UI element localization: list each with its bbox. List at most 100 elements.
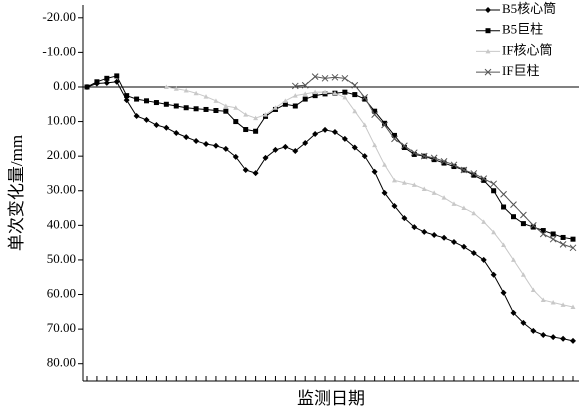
series-marker bbox=[312, 89, 318, 95]
series-marker bbox=[193, 137, 200, 144]
series-marker bbox=[362, 96, 368, 102]
series-marker bbox=[569, 244, 577, 252]
series-marker bbox=[223, 103, 229, 109]
series-marker bbox=[341, 135, 348, 142]
series-marker bbox=[401, 180, 407, 185]
series-marker bbox=[550, 334, 557, 341]
series-marker bbox=[84, 84, 90, 90]
series-marker bbox=[173, 129, 180, 136]
series-marker bbox=[331, 128, 338, 135]
series-marker bbox=[431, 190, 437, 195]
y-tick-label: 40.00 bbox=[47, 216, 76, 231]
series-marker bbox=[212, 142, 219, 149]
series-marker bbox=[341, 74, 349, 82]
series-marker bbox=[391, 202, 398, 209]
y-tick-label: 0.00 bbox=[53, 78, 76, 93]
series-marker bbox=[481, 219, 487, 224]
y-tick-label: 50.00 bbox=[47, 251, 76, 266]
y-tick-label: 30.00 bbox=[47, 182, 76, 197]
series-marker bbox=[123, 97, 130, 104]
legend-marker bbox=[485, 48, 491, 54]
series-marker bbox=[242, 166, 249, 173]
series-marker bbox=[540, 228, 546, 234]
series-marker bbox=[550, 299, 556, 305]
series-marker bbox=[500, 190, 507, 198]
series-marker bbox=[490, 180, 498, 188]
series-marker bbox=[540, 297, 546, 303]
series-marker bbox=[203, 106, 209, 112]
series-marker bbox=[539, 230, 547, 238]
series-marker bbox=[441, 195, 447, 200]
series-marker bbox=[213, 108, 219, 114]
series-marker bbox=[233, 119, 239, 125]
series-marker bbox=[134, 96, 140, 102]
series-marker bbox=[520, 319, 527, 326]
series-marker bbox=[322, 89, 328, 95]
legend-marker bbox=[484, 68, 492, 76]
series-marker bbox=[253, 128, 259, 134]
series-marker bbox=[381, 121, 388, 129]
series-line bbox=[166, 86, 574, 308]
legend-text: B5巨柱 bbox=[502, 22, 543, 37]
series-marker bbox=[243, 127, 249, 133]
series-marker bbox=[302, 140, 309, 147]
series-marker bbox=[163, 124, 170, 131]
series-marker bbox=[163, 84, 169, 89]
series-marker bbox=[382, 162, 388, 167]
series-marker bbox=[193, 90, 199, 96]
series-marker bbox=[431, 232, 438, 239]
series-marker bbox=[410, 149, 418, 157]
series-marker bbox=[401, 215, 408, 222]
y-axis-title: 单次变化量/mm bbox=[7, 135, 26, 251]
series-marker bbox=[411, 151, 417, 157]
series-marker bbox=[253, 115, 259, 121]
series-marker bbox=[430, 154, 438, 162]
series-marker bbox=[252, 170, 259, 177]
series-marker bbox=[302, 96, 308, 102]
series-marker bbox=[233, 105, 239, 110]
series-marker bbox=[342, 94, 348, 100]
series-marker bbox=[332, 90, 338, 96]
series-marker bbox=[144, 98, 150, 104]
series-marker bbox=[351, 144, 358, 151]
series-marker bbox=[272, 105, 278, 110]
series-marker bbox=[331, 73, 339, 81]
series-marker bbox=[213, 98, 219, 103]
series-marker bbox=[232, 153, 239, 160]
series-marker bbox=[312, 93, 318, 99]
series-marker bbox=[114, 73, 120, 79]
series-marker bbox=[173, 86, 179, 91]
series-marker bbox=[153, 122, 160, 129]
series-marker bbox=[312, 131, 319, 138]
series-marker bbox=[371, 111, 378, 119]
series-marker bbox=[451, 201, 457, 206]
series-marker bbox=[342, 89, 348, 95]
series-marker bbox=[311, 73, 319, 80]
series-marker bbox=[223, 108, 229, 114]
legend-text: B5核心筒 bbox=[502, 1, 556, 16]
series-marker bbox=[520, 211, 527, 219]
legend-marker bbox=[485, 28, 491, 34]
series-line bbox=[86, 81, 574, 342]
series-marker bbox=[441, 160, 447, 166]
series-marker bbox=[391, 177, 397, 183]
series-marker bbox=[113, 78, 120, 85]
series-marker bbox=[371, 168, 378, 175]
series-marker bbox=[103, 79, 110, 86]
series-marker bbox=[549, 235, 557, 243]
legend-marker bbox=[485, 7, 491, 13]
series-marker bbox=[391, 135, 398, 143]
series-marker bbox=[391, 132, 397, 138]
series-marker bbox=[302, 91, 308, 96]
series-marker bbox=[451, 164, 457, 170]
series-marker bbox=[570, 304, 576, 309]
series-marker bbox=[481, 177, 487, 183]
series-marker bbox=[381, 189, 388, 196]
series-marker bbox=[262, 154, 269, 161]
series-marker bbox=[471, 172, 477, 178]
series-marker bbox=[559, 241, 567, 248]
series-marker bbox=[351, 81, 359, 89]
series-marker bbox=[292, 93, 298, 98]
y-tick-label: -20.00 bbox=[42, 9, 76, 24]
series-marker bbox=[292, 147, 299, 154]
